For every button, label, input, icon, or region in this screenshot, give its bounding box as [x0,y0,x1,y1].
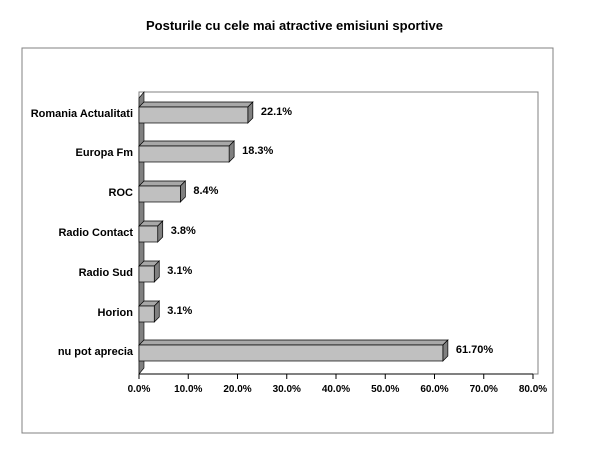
bar-group: Horion 3.1% [98,300,193,323]
category-label: Radio Contact [58,227,133,239]
value-label: 18.3% [242,145,273,157]
bar-top [138,140,235,147]
category-label: Horion [98,307,134,319]
x-tick-label: 60.0% [420,384,448,395]
value-label: 3.8% [171,225,196,237]
bar [138,145,230,163]
x-tick-label: 40.0% [322,384,350,395]
value-label: 61.70% [456,344,494,356]
category-label: Radio Sud [79,267,133,279]
bar [138,305,155,323]
category-label: Romania Actualitati [31,108,133,120]
category-label: ROC [109,187,134,199]
value-label: 22.1% [261,106,292,118]
bar-group: Europa Fm 18.3% [76,140,274,163]
bar-top [138,339,449,346]
value-label: 3.1% [167,305,192,317]
x-tick-label: 20.0% [223,384,251,395]
bar [138,344,444,362]
bar [138,265,155,283]
category-label: Europa Fm [76,147,134,159]
bar-group: Radio Sud 3.1% [79,260,193,283]
bar-group: Radio Contact 3.8% [58,220,196,243]
x-tick-label: 80.0% [519,384,547,395]
x-tick-label: 50.0% [371,384,399,395]
bar [138,185,181,203]
value-label: 8.4% [193,185,218,197]
x-tick-label: 0.0% [128,384,151,395]
value-label: 3.1% [167,265,192,277]
x-tick-label: 30.0% [273,384,301,395]
bar [138,225,159,243]
category-label: nu pot aprecia [58,346,134,358]
plot-area [138,91,539,375]
x-tick-label: 70.0% [470,384,498,395]
bar-group: ROC 8.4% [109,180,219,203]
bar-top [138,180,187,187]
bar [138,106,249,124]
chart-title: Posturile cu cele mai atractive emisiuni… [146,18,443,33]
bar-group: Romania Actualitati 22.1% [31,101,292,124]
bar-top [138,101,254,108]
x-tick-label: 10.0% [174,384,202,395]
bar-group: nu pot aprecia 61.70% [58,339,494,362]
